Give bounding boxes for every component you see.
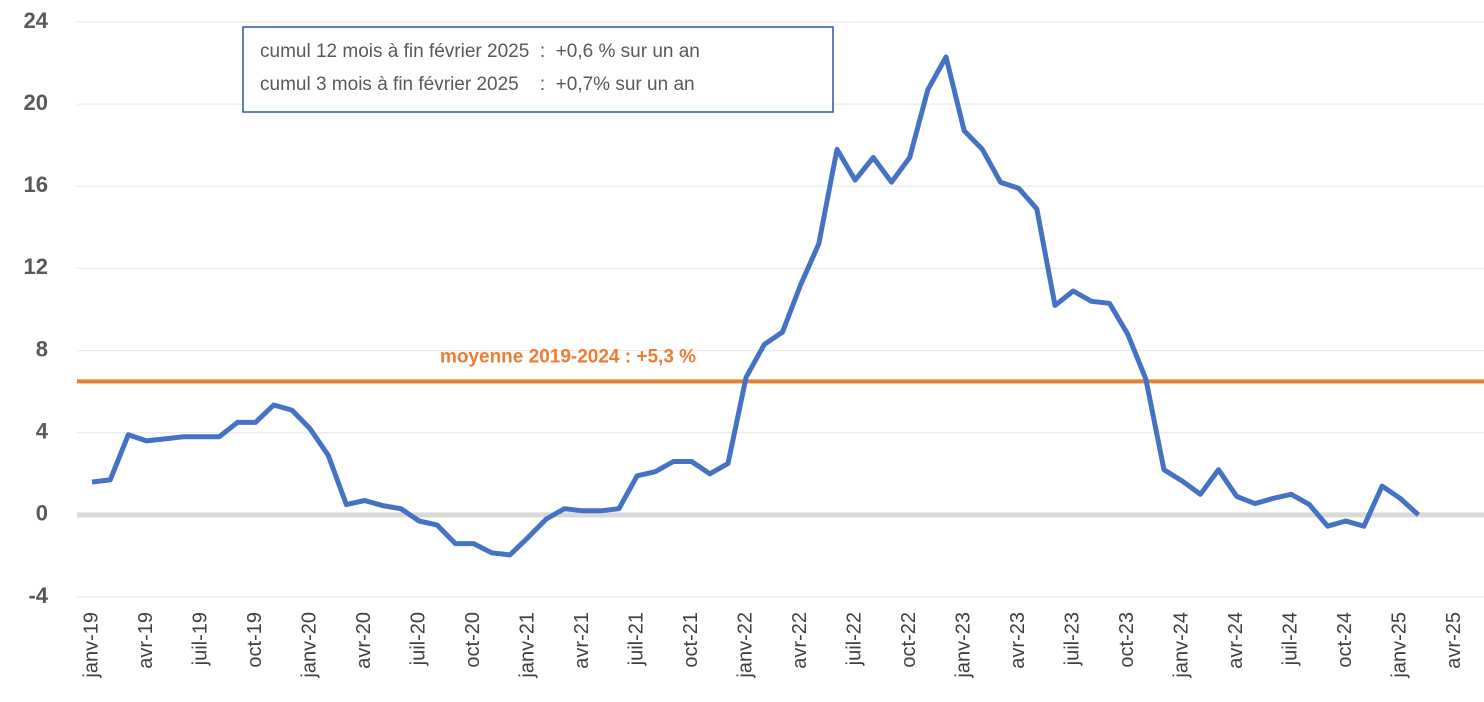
y-tick-label: 0 [36, 501, 48, 526]
x-tick-label: avr-25 [1443, 612, 1465, 669]
x-tick-label: janv-23 [952, 612, 974, 679]
x-tick-label: avr-22 [789, 612, 811, 669]
x-tick-label: oct-21 [680, 612, 702, 668]
x-tick-label: janv-25 [1389, 612, 1411, 679]
x-tick-label: oct-22 [898, 612, 920, 668]
x-tick-label: janv-20 [298, 612, 320, 679]
x-tick-label: avr-19 [135, 612, 157, 669]
x-tick-label: avr-21 [571, 612, 593, 669]
x-tick-label: juil-21 [625, 612, 647, 666]
x-tick-label: avr-24 [1225, 612, 1247, 669]
x-tick-label: oct-19 [244, 612, 266, 668]
annotation: cumul 12 mois à fin février 2025 : +0,6 … [260, 41, 700, 62]
reference-label: moyenne 2019-2024 : +5,3 % [440, 346, 696, 367]
series-line [91, 54, 1421, 558]
y-tick-label: 8 [36, 336, 48, 361]
y-tick-label: 4 [36, 419, 49, 444]
x-tick-label: oct-23 [1116, 612, 1138, 668]
x-tick-label: oct-20 [462, 612, 484, 668]
x-tick-label: janv-21 [516, 612, 538, 679]
x-tick-label: juil-24 [1280, 612, 1302, 666]
y-tick-label: -4 [28, 583, 48, 608]
x-tick-label: oct-24 [1334, 612, 1356, 668]
x-tick-label: janv-22 [734, 612, 756, 679]
annotation: cumul 3 mois à fin février 2025 : +0,7% … [260, 74, 695, 95]
x-tick-label: avr-20 [353, 612, 375, 669]
x-tick-label: janv-24 [1170, 612, 1192, 679]
x-tick-label: janv-19 [80, 612, 102, 679]
y-tick-label: 16 [24, 172, 48, 197]
x-tick-label: avr-23 [1007, 612, 1029, 669]
x-tick-label: juil-22 [843, 612, 865, 666]
x-tick-label: juil-20 [407, 612, 429, 666]
y-tick-label: 20 [24, 90, 48, 115]
y-tick-label: 24 [24, 8, 49, 33]
y-tick-label: 12 [24, 254, 48, 279]
x-tick-label: juil-23 [1061, 612, 1083, 666]
annotation-box [242, 26, 834, 113]
x-tick-label: juil-19 [189, 612, 211, 666]
